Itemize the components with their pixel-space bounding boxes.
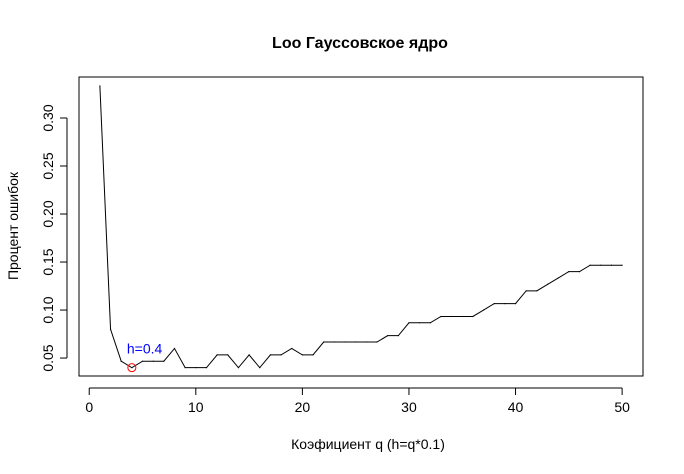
x-tick-label: 0 [85,399,93,415]
data-point [397,335,399,337]
data-point [205,367,208,369]
data-point [408,322,410,324]
data-point [525,290,527,292]
data-point [365,341,367,343]
data-point [440,315,442,318]
data-point [269,354,272,356]
data-point [173,347,176,350]
data-point [120,360,122,362]
data-point [514,303,517,305]
data-point [504,303,506,305]
y-tick-label: 0.15 [40,248,56,275]
data-point [419,322,421,324]
data-point [546,283,549,285]
data-point [344,341,346,343]
data-point [237,367,240,369]
x-tick-label: 20 [295,399,311,415]
data-point [450,315,453,318]
y-axis-label: Процент ошибок [5,171,21,280]
data-point [429,322,431,324]
x-tick-label: 10 [188,399,204,415]
data-point [163,360,165,362]
data-point [184,367,186,369]
data-point [482,309,485,311]
data-point [109,328,112,330]
min-point-label: h=0.4 [127,341,163,357]
data-point [291,347,293,350]
data-point [216,354,218,356]
data-point [248,354,250,356]
data-point [333,341,335,343]
data-point [557,277,559,279]
data-point [621,264,623,266]
min-point-marker [127,363,137,373]
data-point [141,360,144,362]
data-point [195,367,197,369]
data-point [280,354,282,356]
x-tick-label: 40 [508,399,524,415]
data-point [589,264,591,266]
data-point [536,290,538,292]
x-axis: 0 10 20 30 40 50 [85,387,630,415]
data-point [323,341,325,343]
data-point [301,354,303,356]
data-point [472,315,474,318]
data-point [568,271,570,273]
y-tick-label: 0.05 [40,344,56,371]
y-tick-label: 0.30 [40,104,56,131]
chart-title: Loo Гауссовское ядро [272,35,448,52]
x-tick-label: 30 [401,399,417,415]
data-point [376,341,378,343]
y-axis: 0.05 0.10 0.15 0.20 0.25 0.30 [40,104,68,372]
data-point [152,360,154,362]
data-point [387,335,389,337]
y-tick-label: 0.10 [40,296,56,323]
data-point [600,264,602,266]
data-point [259,367,261,369]
data-point [355,341,357,343]
data-point [461,315,463,318]
data-point [131,367,133,369]
y-tick-label: 0.25 [40,152,56,179]
y-tick-label: 0.20 [40,200,56,227]
data-point [578,271,581,273]
x-axis-label: Коэфициент q (h=q*0.1) [291,436,445,452]
data-point [610,264,613,266]
data-point [99,85,101,87]
error-rate-line [99,86,623,369]
data-point [493,303,495,305]
data-point [312,354,314,356]
data-points [99,85,623,369]
x-tick-label: 50 [614,399,630,415]
plot-frame [78,76,644,377]
data-point [227,354,229,356]
